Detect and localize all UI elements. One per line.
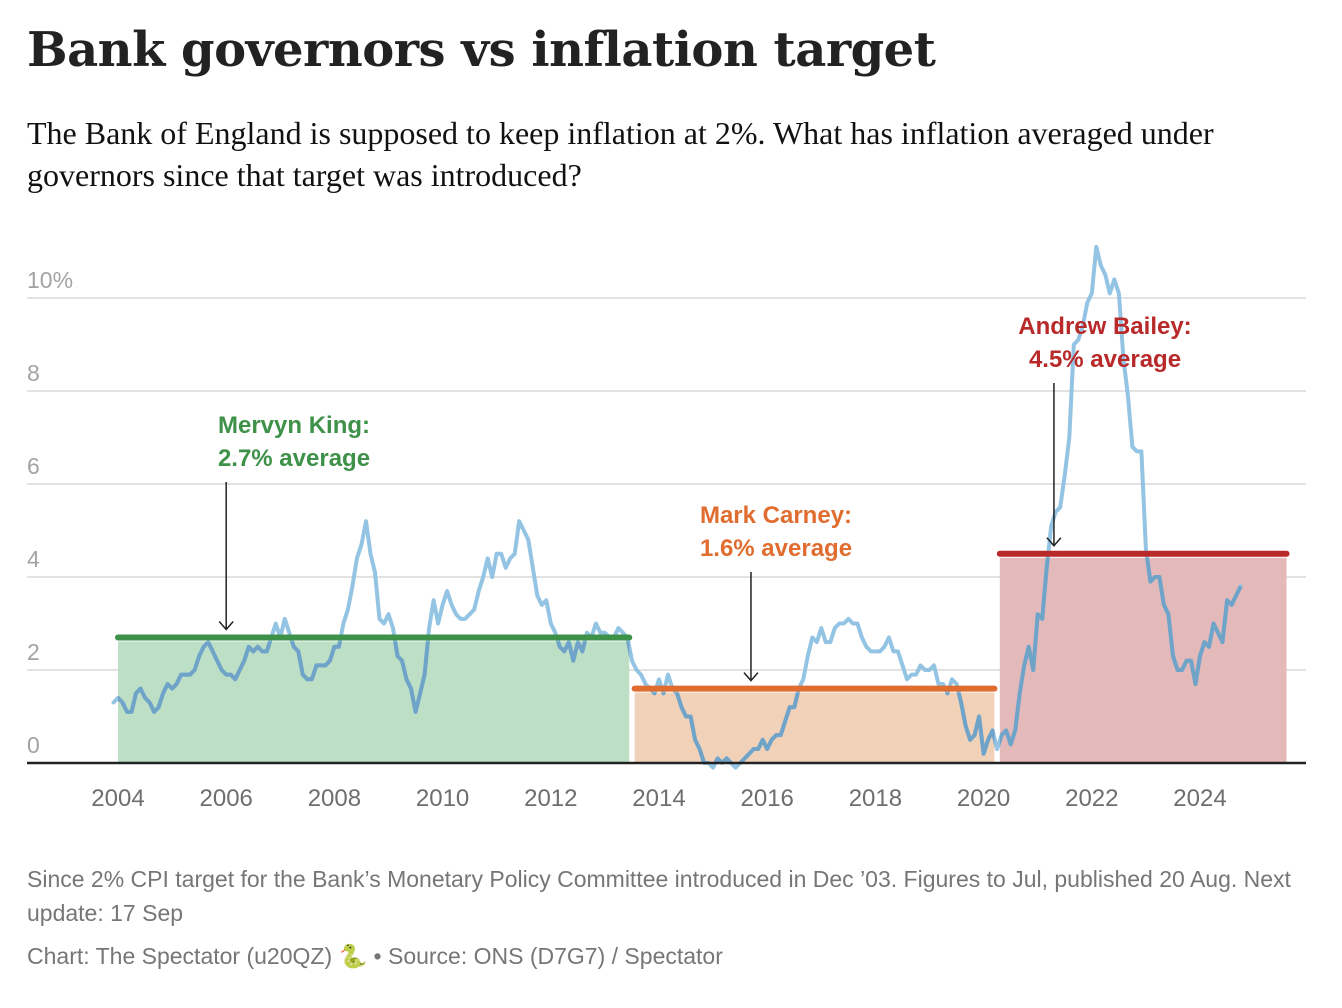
annotation-label: 1.6% average — [700, 535, 852, 562]
arrow-head-icon — [743, 672, 759, 682]
snake-icon: 🐍 — [338, 943, 368, 969]
x-tick-label: 2014 — [632, 785, 685, 812]
x-tick-label: 2018 — [849, 785, 902, 812]
y-tick-label: 6 — [27, 453, 40, 479]
x-tick-label: 2008 — [308, 785, 361, 812]
x-tick-label: 2016 — [741, 785, 794, 812]
arrow-head-icon — [1046, 537, 1062, 547]
x-tick-label: 2012 — [524, 785, 577, 812]
governor-fill-andrew-bailey — [999, 557, 1287, 763]
y-tick-label: 10% — [27, 267, 73, 293]
inflation-series-line-shaded — [118, 557, 1243, 764]
arrow-head-icon — [218, 620, 234, 631]
x-tick-label: 2020 — [957, 785, 1010, 812]
y-tick-label: 2 — [27, 639, 40, 665]
annotation-label: Andrew Bailey: — [1018, 313, 1191, 340]
annotations: Mervyn King: 2.7% average Mark Carney: 1.6%… — [218, 313, 1192, 682]
governor-period-fills — [118, 557, 1287, 763]
y-tick-label: 4 — [27, 546, 40, 572]
y-tick-label: 8 — [27, 360, 40, 386]
credit-source: • Source: ONS (D7G7) / Spectator — [373, 943, 723, 969]
chart-subtitle: The Bank of England is supposed to keep … — [27, 115, 1214, 193]
chart-title: Bank governors vs inflation target — [27, 22, 936, 78]
annotation-label: Mark Carney: — [700, 502, 852, 529]
inflation-line — [111, 244, 1243, 770]
x-tick-label: 2010 — [416, 785, 469, 812]
annotation-label: Mervyn King: — [218, 412, 370, 439]
governor-average-lines — [115, 550, 1290, 692]
annotation-label: 4.5% average — [1029, 346, 1181, 373]
axes: 0 2 4 6 8 10% 2004 2006 2008 2010 2012 2014 2016 2018… — [27, 267, 1306, 812]
x-tick-label: 2022 — [1065, 785, 1118, 812]
x-tick-label: 2006 — [200, 785, 253, 812]
chart-plot: 0 2 4 6 8 10% 2004 2006 2008 2010 2012 2014 2016 2018… — [27, 244, 1306, 812]
annotation-label: 2.7% average — [218, 445, 370, 472]
chart-notes: Since 2% CPI target for the Bank’s Monet… — [27, 866, 1291, 926]
governor-fill-mervyn-king — [118, 641, 630, 763]
x-tick-label: 2004 — [91, 785, 144, 812]
chart-credit: Chart: The Spectator (u20QZ) 🐍 • Source:… — [27, 943, 723, 970]
credit-prefix: Chart: The Spectator (u20QZ) — [27, 943, 333, 969]
y-tick-label: 0 — [27, 732, 40, 758]
x-tick-label: 2024 — [1173, 785, 1226, 812]
governor-fill-mark-carney — [634, 692, 995, 763]
